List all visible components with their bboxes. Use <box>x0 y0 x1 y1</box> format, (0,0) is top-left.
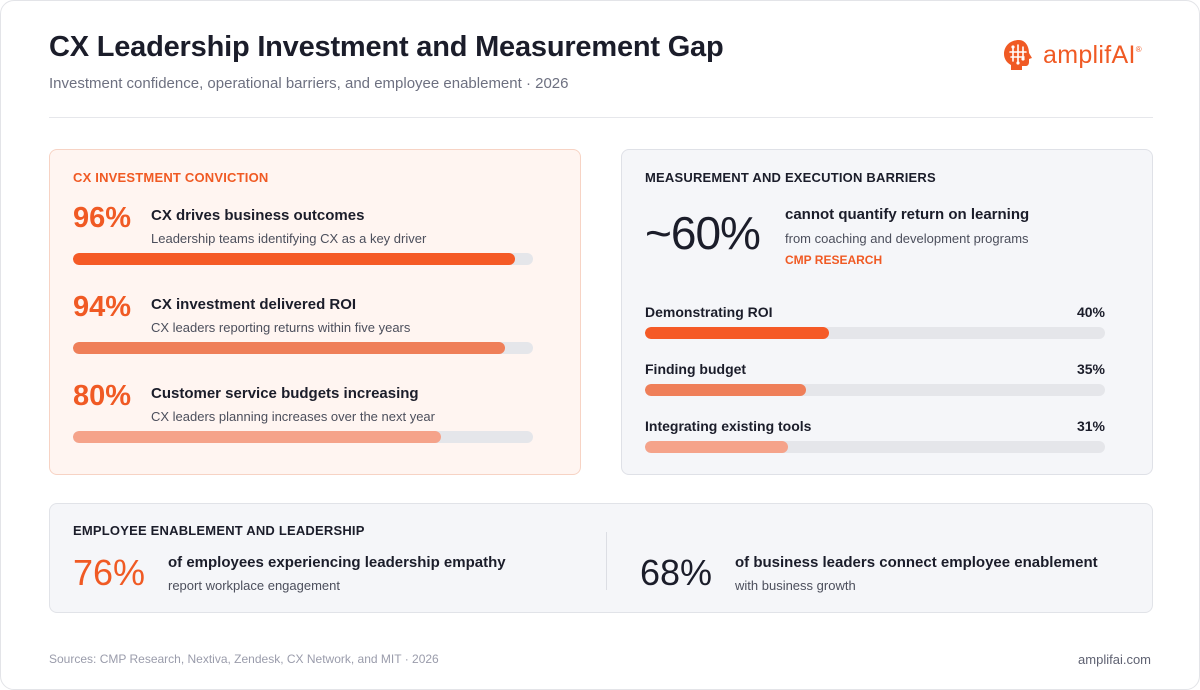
headline-value: ~60% <box>645 207 761 259</box>
investment-bar-fill <box>73 342 506 354</box>
investment-stat-title: CX investment delivered ROI <box>151 296 357 313</box>
barrier-bar-fill <box>645 384 806 396</box>
headline-title: cannot quantify return on learning <box>785 206 1030 223</box>
brain-head-icon <box>1004 40 1032 70</box>
headline-desc: from coaching and development programs <box>785 231 1029 246</box>
barrier-bar-track <box>645 384 1105 396</box>
brand-logo: amplifAI® <box>1001 37 1142 73</box>
barrier-value: 40% <box>1076 304 1105 320</box>
investment-stat-desc: CX leaders planning increases over the n… <box>151 409 435 424</box>
barrier-value: 31% <box>1076 418 1105 434</box>
footer-sources: Sources: CMP Research, Nextiva, Zendesk,… <box>49 652 439 666</box>
page-subtitle: Investment confidence, operational barri… <box>49 75 569 92</box>
enablement-section-label: EMPLOYEE ENABLEMENT AND LEADERSHIP <box>73 523 365 538</box>
investment-stat-value: 94% <box>73 291 132 323</box>
investment-bar-track <box>73 431 533 443</box>
barrier-value: 35% <box>1076 361 1105 377</box>
enablement-divider <box>606 532 607 590</box>
barrier-bar-fill <box>645 327 829 339</box>
barrier-label: Integrating existing tools <box>645 418 812 434</box>
employee-enablement-card: EMPLOYEE ENABLEMENT AND LEADERSHIP 76% o… <box>49 503 1153 613</box>
investment-section-label: CX INVESTMENT CONVICTION <box>73 170 269 185</box>
barrier-bar-track <box>645 327 1105 339</box>
barrier-label: Finding budget <box>645 361 747 377</box>
investment-bar-track <box>73 342 533 354</box>
investment-stat-desc: CX leaders reporting returns within five… <box>151 320 411 335</box>
enablement-left-desc: report workplace engagement <box>168 578 340 593</box>
investment-stat-desc: Leadership teams identifying CX as a key… <box>151 231 427 246</box>
investment-stat-value: 80% <box>73 380 132 412</box>
footer-url-link[interactable]: amplifai.com <box>1078 652 1151 667</box>
investment-bar-track <box>73 253 533 265</box>
enablement-right-title: of business leaders connect employee ena… <box>735 554 1098 571</box>
investment-bar-fill <box>73 431 441 443</box>
headline-source: CMP RESEARCH <box>785 253 883 267</box>
enablement-left-title: of employees experiencing leadership emp… <box>168 554 506 571</box>
barrier-bar-fill <box>645 441 788 453</box>
measurement-barriers-card: MEASUREMENT AND EXECUTION BARRIERS ~60% … <box>621 149 1153 475</box>
investment-stat-title: Customer service budgets increasing <box>151 385 419 402</box>
page-title: CX Leadership Investment and Measurement… <box>49 31 724 63</box>
enablement-left-value: 76% <box>73 552 146 593</box>
enablement-right-desc: with business growth <box>735 578 856 593</box>
investment-stat-title: CX drives business outcomes <box>151 207 365 224</box>
header-divider <box>49 117 1153 118</box>
brand-logo-text: amplifAI® <box>1043 40 1142 69</box>
barrier-label: Demonstrating ROI <box>645 304 773 320</box>
investment-bar-fill <box>73 253 515 265</box>
barrier-bar-track <box>645 441 1105 453</box>
enablement-right-value: 68% <box>640 552 713 593</box>
investment-conviction-card: CX INVESTMENT CONVICTION 96% CX drives b… <box>49 149 581 475</box>
investment-stat-value: 96% <box>73 202 132 234</box>
barriers-section-label: MEASUREMENT AND EXECUTION BARRIERS <box>645 170 936 185</box>
